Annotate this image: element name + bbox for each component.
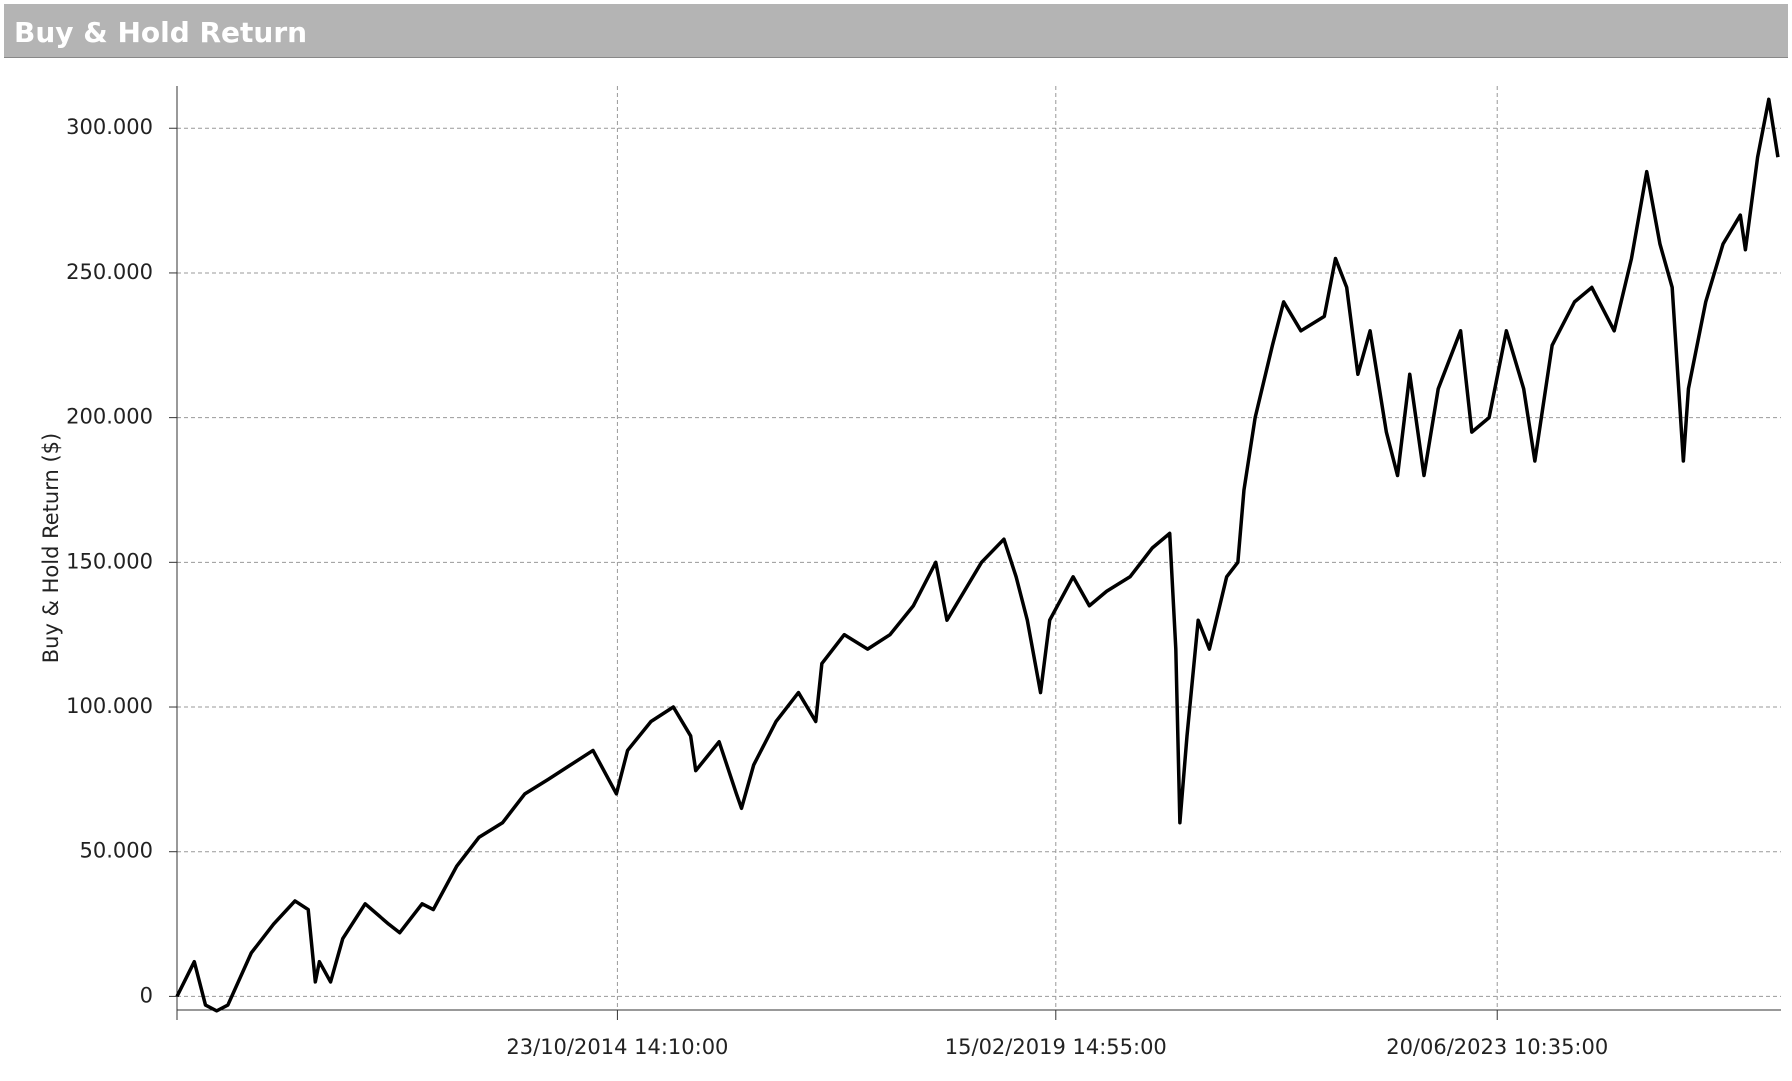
x-tick-label: 23/10/2014 14:10:00 [506,1035,728,1059]
header-title: Buy & Hold Return [14,16,308,49]
header-bar: Buy & Hold Return [4,4,1788,58]
x-tick-label: 15/02/2019 14:55:00 [945,1035,1167,1059]
y-tick-label: 200.000 [66,405,153,429]
line-series [175,97,1780,1013]
x-tick-label: 20/06/2023 10:35:00 [1386,1035,1608,1059]
y-tick-label: 150.000 [66,549,153,573]
y-tick-label: 0 [140,983,153,1007]
y-tick-label: 250.000 [66,260,153,284]
y-axis-label: Buy & Hold Return ($) [39,433,63,663]
y-tick-label: 300.000 [66,115,153,139]
y-tick-label: 100.000 [66,694,153,718]
y-tick-label: 50.000 [80,839,153,863]
